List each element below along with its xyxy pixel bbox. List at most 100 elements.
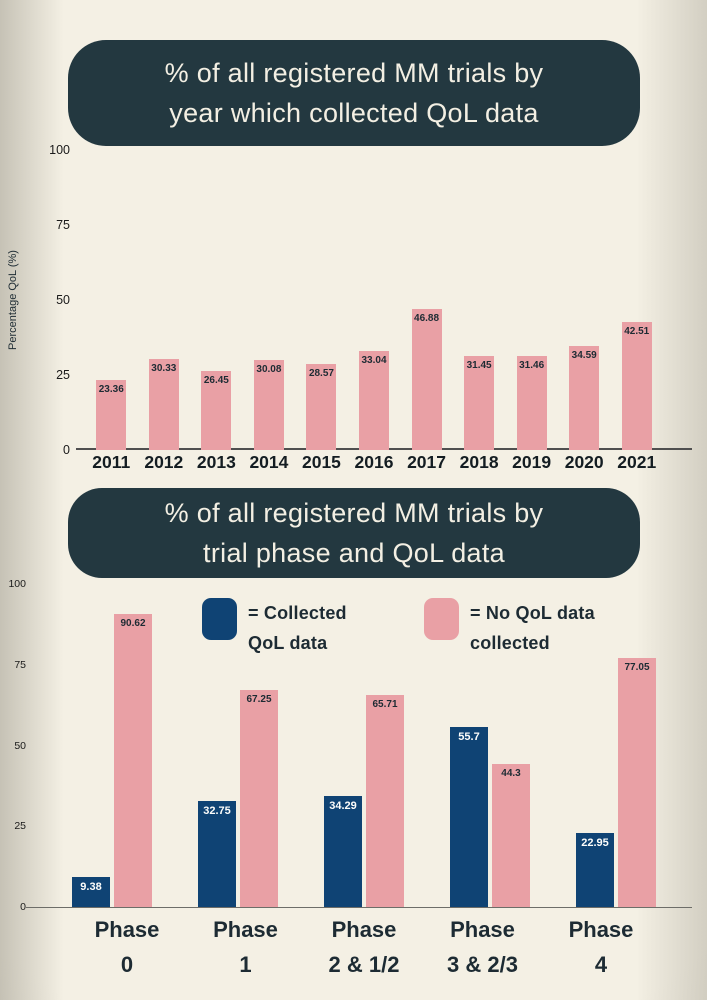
- legend-label-collected: = Collected QoL data: [248, 598, 347, 658]
- chart1-x-label-2020: 2020: [564, 452, 604, 472]
- chart2-x-label-0: Phase 0: [72, 912, 182, 982]
- bar---collected-qol-data-phase-1: 32.75: [198, 801, 236, 907]
- chart1-x-label-2013: 2013: [196, 452, 236, 472]
- bar-value-phase-1: 32.75: [203, 805, 231, 818]
- chart1-bar-slot-2016: 33.04: [348, 150, 401, 450]
- chart1-y-tick-25: 25: [56, 368, 70, 382]
- chart1-x-label-2018: 2018: [459, 452, 499, 472]
- bar-value-phase-3: 44.3: [501, 767, 521, 779]
- bar-2014: 30.08: [253, 359, 284, 450]
- chart1-x-label-2019: 2019: [512, 452, 552, 472]
- chart1-plot-area: 23.36 30.33 26.45 30.08 28.57 33.04 46.88 31.45…: [85, 150, 663, 450]
- bar-2016: 33.04: [359, 350, 389, 450]
- bar-2021: 42.51: [621, 322, 652, 450]
- bar-value-phase-1: 67.25: [246, 693, 272, 705]
- chart2-title-line1: % of all registered MM trials by: [164, 498, 544, 528]
- chart1-bar-slot-2021: 42.51: [610, 150, 663, 450]
- chart1-bar-slot-2012: 30.33: [138, 150, 191, 450]
- chart2-plot-area: 9.38 90.62 32.75 67.25 34.29 65.71 55.7 44.3 22.…: [72, 584, 656, 907]
- bar---collected-qol-data-phase-3: 55.7: [450, 727, 488, 907]
- chart2-x-labels: Phase 0 Phase 1 Phase 2 & 1/2 Phase 3 & 2/3 Phas…: [72, 912, 656, 982]
- chart1-bar-slot-2018: 31.45: [453, 150, 506, 450]
- bar-2011: 23.36: [96, 379, 127, 450]
- chart2-x-label-2-line1: Phase: [331, 917, 397, 942]
- bar---no-qol-data-collected-phase-0: 90.62: [114, 614, 152, 907]
- legend-label-collected-line2: QoL data: [248, 633, 328, 653]
- chart1-bar-slot-2015: 28.57: [295, 150, 348, 450]
- chart2-y-tick-100: 100: [8, 578, 26, 590]
- bar-2013: 26.45: [201, 370, 232, 450]
- chart2-x-label-0-line2: 0: [120, 952, 134, 977]
- bar-value-phase-2: 34.29: [329, 800, 357, 813]
- chart1-x-label-2016: 2016: [354, 452, 394, 472]
- legend-label-collected-line1: = Collected: [248, 603, 347, 623]
- chart1-bar-slot-2014: 30.08: [243, 150, 296, 450]
- chart2-y-tick-25: 25: [14, 820, 26, 833]
- chart1-x-label-2017: 2017: [407, 452, 447, 472]
- chart2-bar-group-4: 22.95 77.05: [576, 658, 656, 907]
- chart2-y-tick-0: 0: [20, 901, 26, 913]
- chart2-x-label-3-line2: 3 & 2/3: [447, 952, 518, 977]
- bar-value-phase-2: 65.71: [372, 698, 398, 710]
- chart1-x-label-2014: 2014: [249, 452, 289, 472]
- bar-value-phase-0: 90.62: [120, 618, 146, 630]
- chart2-bar-group-3: 55.7 44.3: [450, 727, 530, 907]
- bar-value-2021: 42.51: [624, 326, 650, 338]
- chart2-x-label-4-line1: Phase: [568, 917, 634, 942]
- bar-2018: 31.45: [464, 355, 495, 450]
- chart1-x-label-2011: 2011: [92, 452, 131, 472]
- bar-value-2012: 30.33: [151, 363, 177, 375]
- chart2-x-label-2-line2: 2 & 1/2: [328, 952, 400, 977]
- bar-value-2018: 31.45: [466, 359, 492, 371]
- chart1-y-tick-0: 0: [63, 443, 70, 457]
- legend-label-no-qol: = No QoL data collected: [470, 598, 595, 658]
- bar-2015: 28.57: [306, 364, 337, 450]
- bar---collected-qol-data-phase-4: 22.95: [576, 832, 614, 907]
- chart2-x-label-4-line2: 4: [594, 952, 608, 977]
- chart2-y-tick-50: 50: [14, 739, 26, 752]
- chart1-title-line2: year which collected QoL data: [169, 98, 539, 128]
- legend-item-no-qol: = No QoL data collected: [424, 598, 595, 658]
- bar-value-2016: 33.04: [361, 354, 387, 366]
- legend-swatch-no-qol: [424, 598, 459, 640]
- chart2-x-axis-line: [26, 906, 692, 908]
- bar---no-qol-data-collected-phase-2: 65.71: [366, 694, 404, 907]
- chart1-y-tick-50: 50: [56, 293, 70, 307]
- chart2-x-label-3-line1: Phase: [450, 917, 515, 942]
- chart1-y-tick-75: 75: [56, 218, 70, 232]
- bar-value-2017: 46.88: [414, 313, 440, 325]
- bar---collected-qol-data-phase-0: 9.38: [72, 876, 110, 907]
- chart1-bar-slot-2020: 34.59: [558, 150, 611, 450]
- chart1-x-label-2015: 2015: [301, 452, 341, 472]
- bar-value-2014: 30.08: [256, 363, 282, 375]
- bar-value-phase-0: 9.38: [80, 880, 102, 893]
- chart1-title: % of all registered MM trials by year wh…: [68, 40, 640, 146]
- chart2-x-label-1-line2: 1: [239, 952, 252, 977]
- bar-value-phase-3: 55.7: [458, 731, 480, 744]
- chart1-bar-slot-2011: 23.36: [85, 150, 138, 450]
- bar---no-qol-data-collected-phase-3: 44.3: [492, 763, 530, 907]
- chart2-x-label-0-line1: Phase: [94, 917, 160, 942]
- bar-value-2020: 34.59: [571, 350, 597, 362]
- legend-swatch-collected: [202, 598, 237, 640]
- chart2-title-line2: trial phase and QoL data: [203, 538, 505, 568]
- bar-value-2011: 23.36: [98, 383, 124, 395]
- chart2-bar-group-2: 34.29 65.71: [324, 694, 404, 907]
- bar-value-2015: 28.57: [308, 368, 334, 380]
- legend-item-collected: = Collected QoL data: [202, 598, 347, 658]
- bar---collected-qol-data-phase-2: 34.29: [324, 796, 362, 907]
- chart1-bar-slot-2019: 31.46: [505, 150, 558, 450]
- chart1-title-line1: % of all registered MM trials by: [164, 58, 544, 88]
- bar-value-2019: 31.46: [519, 359, 545, 371]
- chart1-y-axis-title: Percentage QoL (%): [7, 250, 19, 350]
- chart2-x-label-1-line1: Phase: [213, 917, 278, 942]
- chart1-bar-slot-2013: 26.45: [190, 150, 243, 450]
- chart2-bar-group-0: 9.38 90.62: [72, 614, 152, 907]
- bar-value-phase-4: 22.95: [581, 836, 609, 849]
- chart2-x-label-3: Phase 3 & 2/3: [428, 912, 538, 982]
- chart1-x-label-2012: 2012: [144, 452, 184, 472]
- chart1-x-label-2021: 2021: [617, 452, 657, 472]
- chart2-bar-group-1: 32.75 67.25: [198, 689, 278, 907]
- bar---no-qol-data-collected-phase-4: 77.05: [618, 658, 656, 907]
